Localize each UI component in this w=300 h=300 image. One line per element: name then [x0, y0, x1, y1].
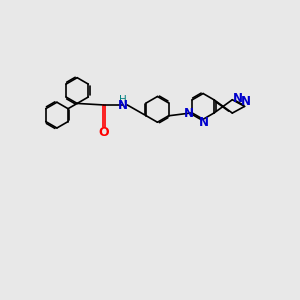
Text: H: H — [119, 94, 127, 105]
Text: O: O — [98, 126, 109, 139]
Text: N: N — [198, 116, 208, 129]
Text: N: N — [118, 99, 128, 112]
Text: N: N — [233, 92, 243, 105]
Text: N: N — [241, 95, 251, 108]
Text: N: N — [183, 107, 194, 120]
